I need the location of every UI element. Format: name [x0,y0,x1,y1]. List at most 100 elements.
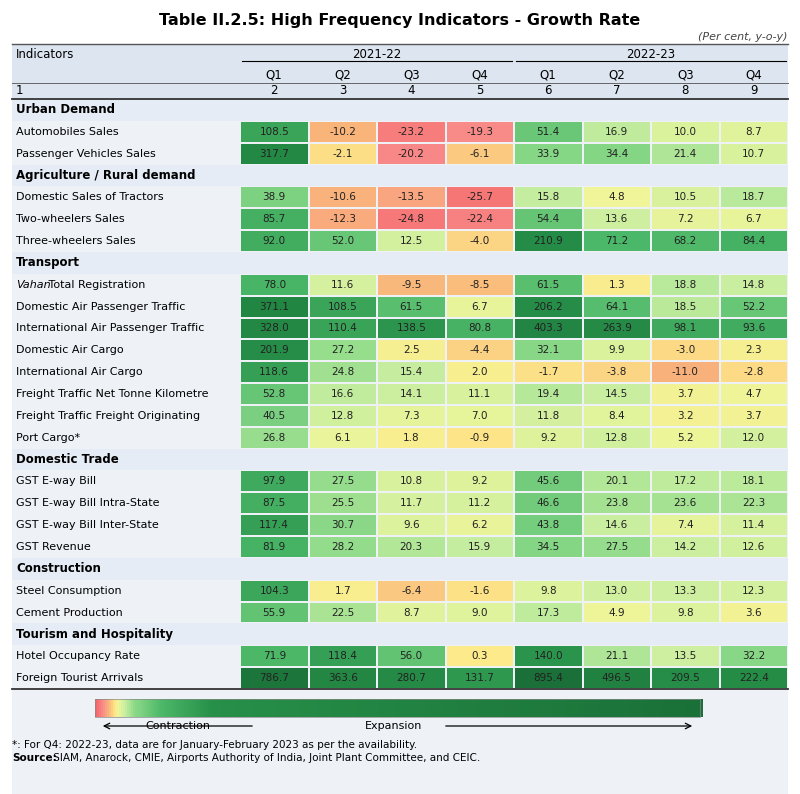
Bar [118,699,120,717]
Bar [273,699,275,717]
Bar [119,699,122,717]
Text: 23.6: 23.6 [674,499,697,508]
Bar [700,699,702,717]
Bar [241,231,307,251]
Text: 7.0: 7.0 [471,410,488,421]
Bar [446,231,513,251]
Text: 71.2: 71.2 [605,236,628,246]
Text: -11.0: -11.0 [672,367,698,377]
Bar [238,699,241,717]
Bar [212,699,215,717]
Bar [342,699,344,717]
Bar [95,699,98,717]
Bar [241,515,307,535]
Bar [652,472,718,491]
Bar [310,580,376,600]
Bar [548,699,550,717]
Text: 30.7: 30.7 [331,520,354,530]
Bar [446,580,513,600]
Text: 92.0: 92.0 [262,236,286,246]
Bar [721,275,787,295]
Bar [12,318,788,339]
Text: 11.7: 11.7 [400,499,423,508]
Bar [515,603,582,622]
Text: Automobiles Sales: Automobiles Sales [16,127,118,137]
Bar [310,699,312,717]
Bar [515,121,582,141]
Bar [298,699,300,717]
Bar [360,699,362,717]
Text: -8.5: -8.5 [470,279,490,290]
Bar [619,699,622,717]
Text: 10.8: 10.8 [400,476,423,487]
Text: 4.8: 4.8 [609,192,625,202]
Bar [607,699,610,717]
Bar [475,699,478,717]
Bar [446,603,513,622]
Bar [348,699,350,717]
Bar [12,580,788,602]
Bar [647,699,650,717]
Text: 25.5: 25.5 [331,499,354,508]
Bar [583,144,650,164]
Text: 9.6: 9.6 [403,520,419,530]
Bar [241,384,307,404]
Bar [315,699,318,717]
Bar [453,699,456,717]
Bar [397,699,399,717]
Bar [410,699,413,717]
Bar [356,699,358,717]
Bar [386,699,389,717]
Text: 23.8: 23.8 [605,499,628,508]
Text: 10.5: 10.5 [674,192,697,202]
Bar [12,427,788,449]
Text: 328.0: 328.0 [259,323,289,333]
Bar [393,699,395,717]
Text: 38.9: 38.9 [262,192,286,202]
Bar [378,428,445,448]
Bar [168,699,170,717]
Bar [251,699,254,717]
Text: 45.6: 45.6 [537,476,560,487]
Bar [586,699,590,717]
Bar [515,472,582,491]
Bar [126,699,128,717]
Bar [526,699,529,717]
Bar [130,699,132,717]
Bar [446,493,513,513]
Text: 108.5: 108.5 [259,127,289,137]
Bar [249,699,251,717]
Bar [466,699,468,717]
Bar [652,493,718,513]
Bar [684,699,686,717]
Bar [271,699,274,717]
Bar [446,275,513,295]
Text: Construction: Construction [16,562,101,576]
Text: 51.4: 51.4 [537,127,560,137]
Bar [378,472,445,491]
Bar [443,699,446,717]
Bar [178,699,181,717]
Bar [652,580,718,600]
Text: -19.3: -19.3 [466,127,494,137]
Bar [378,580,445,600]
Text: 3.7: 3.7 [677,389,694,399]
Text: 85.7: 85.7 [262,214,286,224]
Text: Domestic Air Cargo: Domestic Air Cargo [16,345,124,355]
Text: 93.6: 93.6 [742,323,766,333]
Bar [666,699,668,717]
Bar [200,699,202,717]
Bar [257,699,259,717]
Bar [650,699,652,717]
Bar [447,699,450,717]
Bar [97,699,99,717]
Text: GST Revenue: GST Revenue [16,542,90,552]
Text: 54.4: 54.4 [537,214,560,224]
Bar [546,699,549,717]
Bar [154,699,156,717]
Text: Agriculture / Rural demand: Agriculture / Rural demand [16,169,195,182]
Bar [374,699,377,717]
Bar [721,668,787,688]
Bar [135,699,138,717]
Bar [358,699,361,717]
